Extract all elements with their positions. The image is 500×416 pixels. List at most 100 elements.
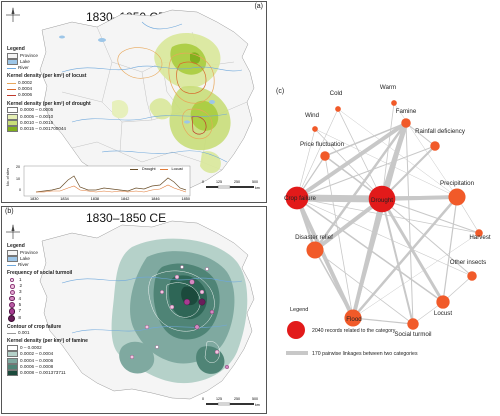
legend-label: Lake <box>20 58 30 64</box>
legend-label: Lake <box>20 255 30 261</box>
panel-b-famine-turmoil-map: (b) 1830–1850 CE <box>1 206 267 414</box>
legend-label: 1 <box>19 277 22 283</box>
legend-row-river: River <box>7 65 91 71</box>
inset-ytick: 10 <box>16 177 20 181</box>
network-edge <box>296 128 316 199</box>
legend-label: 0.0008 – 0.001373711 <box>20 369 66 375</box>
network-edge <box>381 198 480 234</box>
legend-row-famine-1: 0 – 0.0002 <box>7 345 88 352</box>
legend-row-famine-4: 0.0006 – 0.0008 <box>7 364 88 370</box>
network-edge <box>337 108 383 200</box>
network-node <box>285 186 309 210</box>
network-edge <box>296 197 473 277</box>
network-edge <box>351 195 459 320</box>
network-edge <box>313 197 384 252</box>
inset-legend-drought: Drought <box>142 167 156 171</box>
network-node-label: Rainfall deficiency <box>415 128 466 135</box>
network-node <box>467 271 477 281</box>
scale-tick: 500 <box>252 397 258 401</box>
north-arrow-icon <box>6 7 20 22</box>
legend-heading: Legend <box>7 243 25 249</box>
inset-xtick: 1842 <box>120 197 130 201</box>
network-node-label: Flood <box>346 316 362 323</box>
legend-turmoil-title: Frequency of social turmoil <box>7 270 73 277</box>
scale-tick: 500 <box>252 180 258 184</box>
legend-heading: Legend <box>7 46 25 52</box>
network-node <box>391 100 397 106</box>
inset-xtick: 1838 <box>90 197 100 201</box>
network-edge <box>337 108 458 198</box>
legend-edge-text: 170 pairwise linkages between two catego… <box>312 351 418 357</box>
social-turmoil-points <box>129 265 229 369</box>
scale-tick: 250 <box>234 180 240 184</box>
legend-a: Legend Province Lake River Kernel densit… <box>7 46 91 133</box>
legend-label: Province <box>20 249 38 255</box>
panel-c-category-network: (c) Cold Warm Famine Wind Rainfall deficienc… <box>276 84 491 357</box>
legend-row-famine-2: 0.0002 – 0.0004 <box>7 351 88 358</box>
network-node-label: Precipitation <box>440 180 475 187</box>
scale-bar-b <box>206 402 254 406</box>
legend-row-drought-3: 0.0010 – 0.0015 <box>7 120 91 126</box>
legend-label: River <box>18 262 29 268</box>
legend-crop-title: Contour of crop failure <box>7 323 62 330</box>
network-node-label: Price fluctuation <box>300 141 345 148</box>
legend-label: 0 – 0.0002 <box>20 345 42 351</box>
inset-ytick: 20 <box>16 165 20 169</box>
legend-row-famine-5: 0.0008 – 0.001373711 <box>7 369 88 377</box>
crop-failure-contours <box>148 270 220 363</box>
legend-drought-title: Kernel density (per km²) of drought <box>7 100 91 107</box>
network-edge <box>381 198 414 325</box>
network-edge <box>324 155 354 319</box>
network-node <box>407 318 419 330</box>
legend-label: 0.0004 <box>18 86 33 92</box>
drought-density <box>112 32 231 174</box>
scale-tick: 0 <box>202 180 204 184</box>
scale-tick: 250 <box>234 397 240 401</box>
legend-label: 8 <box>18 314 21 320</box>
rivers <box>61 21 243 163</box>
network-edge <box>313 121 408 252</box>
scale-unit: km <box>255 186 260 190</box>
lakes <box>59 35 215 124</box>
network-edge <box>442 196 458 303</box>
locust-contours <box>117 47 215 140</box>
network-nodes <box>285 100 483 330</box>
scale-labels-a: 0 125 250 500 <box>202 180 258 184</box>
scale-bar-a <box>206 185 254 189</box>
scale-tick: 125 <box>216 397 222 401</box>
network-node <box>430 141 440 151</box>
legend-label: 0.0002 <box>18 80 33 86</box>
network-node-label: Wind <box>305 112 320 119</box>
panel-a-locust-drought-map: (a) 1830–1850 CE <box>1 1 267 203</box>
famine-density <box>111 238 248 384</box>
inset-legend-locust: Locust <box>171 167 183 171</box>
scale-tick: 0 <box>202 397 204 401</box>
legend-row-locust-1: 0.0002 <box>7 80 91 86</box>
network-node-label: Warm <box>380 84 396 91</box>
inset-xticks: 1830 1834 1838 1842 1846 1850 <box>30 197 190 201</box>
network-edge <box>352 317 414 325</box>
network-edge <box>381 102 395 200</box>
network-edge <box>352 232 480 319</box>
legend-row-lake: Lake <box>7 58 91 66</box>
legend-row-turmoil: 7 <box>7 308 88 315</box>
legend-node-text: 2040 records related to the category <box>312 328 396 334</box>
legend-row-turmoil: 2 <box>7 283 88 289</box>
legend-row-locust-2: 0.0004 <box>7 86 91 92</box>
network-edge <box>296 145 436 199</box>
legend-edge-marker <box>286 351 308 355</box>
legend-row-drought-4: 0.0015 – 0.001700044 <box>7 126 91 133</box>
network-node-label: Famine <box>396 108 417 115</box>
network-node-label: Disaster relief <box>295 234 333 241</box>
legend-label: 3 <box>19 289 22 295</box>
network-edge <box>296 108 339 199</box>
network-labels: Cold Warm Famine Wind Rainfall deficiency Pri… <box>284 84 491 338</box>
legend-label: 7 <box>18 308 22 314</box>
legend-node-marker <box>287 321 305 339</box>
panel-b-title: 1830–1850 CE <box>86 211 167 225</box>
network-edge <box>296 197 480 234</box>
inset-xtick: 1846 <box>151 197 160 201</box>
network-node <box>448 188 466 206</box>
legend-heading: Legend <box>290 307 308 313</box>
inset-xtick: 1830 <box>30 197 39 201</box>
